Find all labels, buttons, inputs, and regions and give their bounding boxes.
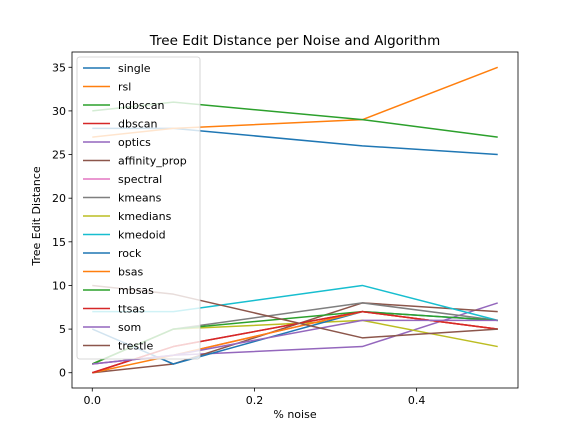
- x-axis-label: % noise: [273, 408, 316, 421]
- legend-label: spectral: [118, 173, 162, 186]
- legend-label: single: [118, 62, 151, 75]
- legend-label: rock: [118, 247, 142, 260]
- y-axis-label: Tree Edit Distance: [30, 166, 43, 267]
- y-tick-label: 25: [52, 149, 66, 162]
- x-tick-label: 0.0: [84, 394, 102, 407]
- legend-label: kmedoid: [118, 229, 166, 242]
- legend-label: ttsas: [118, 303, 145, 316]
- legend-label: hdbscan: [118, 99, 164, 112]
- y-tick-label: 5: [59, 323, 66, 336]
- plot-area: 0.0 0.2 0.4 0 5 10 15 20 25 30 35 single rsl hdbscan d…: [52, 51, 519, 407]
- legend-label: optics: [118, 136, 151, 149]
- y-tick-label: 15: [52, 236, 66, 249]
- legend-box: [76, 56, 201, 360]
- legend-label: kmeans: [118, 192, 162, 205]
- legend-label: affinity_prop: [118, 155, 187, 168]
- legend-label: dbscan: [118, 118, 157, 131]
- chart-title: Tree Edit Distance per Noise and Algorit…: [149, 33, 440, 49]
- legend-label: bsas: [118, 266, 143, 279]
- y-tick-label: 20: [52, 192, 66, 205]
- y-tick-label: 35: [52, 61, 66, 74]
- series-line-som: [92, 319, 498, 365]
- y-tick-label: 30: [52, 105, 66, 118]
- legend-label: kmedians: [118, 210, 172, 223]
- legend-label: rsl: [118, 81, 131, 94]
- legend-label: som: [118, 321, 141, 334]
- y-tick-label: 0: [59, 367, 66, 380]
- y-tick-label: 10: [52, 279, 66, 292]
- x-tick-label: 0.2: [246, 394, 264, 407]
- x-tick-label: 0.4: [408, 394, 426, 407]
- legend-label: trestle: [118, 340, 153, 353]
- legend-label: mbsas: [118, 284, 154, 297]
- axes-frame: [71, 51, 519, 389]
